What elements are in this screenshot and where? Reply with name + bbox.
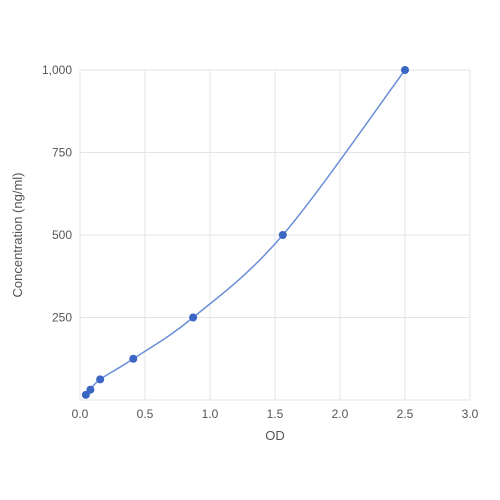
- y-tick-label: 250: [52, 311, 72, 325]
- x-tick-label: 0.0: [72, 407, 89, 421]
- x-tick-label: 3.0: [462, 407, 479, 421]
- x-tick-label: 1.0: [202, 407, 219, 421]
- y-tick-label: 750: [52, 146, 72, 160]
- y-axis-label: Concentration (ng/ml): [10, 173, 25, 298]
- x-tick-label: 1.5: [267, 407, 284, 421]
- data-point: [96, 375, 104, 383]
- x-tick-label: 2.5: [397, 407, 414, 421]
- x-tick-label: 0.5: [137, 407, 154, 421]
- data-point: [189, 314, 197, 322]
- data-point: [401, 66, 409, 74]
- x-tick-label: 2.0: [332, 407, 349, 421]
- data-point: [129, 355, 137, 363]
- data-point: [86, 386, 94, 394]
- data-point: [279, 231, 287, 239]
- chart-svg: 0.0 0.5 1.0 1.5 2.0 2.5 3.0 250 500 750 1,000 OD Con…: [0, 0, 500, 500]
- y-tick-label: 1,000: [42, 63, 72, 77]
- y-tick-label: 500: [52, 228, 72, 242]
- x-axis-label: OD: [265, 428, 285, 443]
- fit-curve: [86, 70, 405, 395]
- standard-curve-chart: 0.0 0.5 1.0 1.5 2.0 2.5 3.0 250 500 750 1,000 OD Con…: [0, 0, 500, 500]
